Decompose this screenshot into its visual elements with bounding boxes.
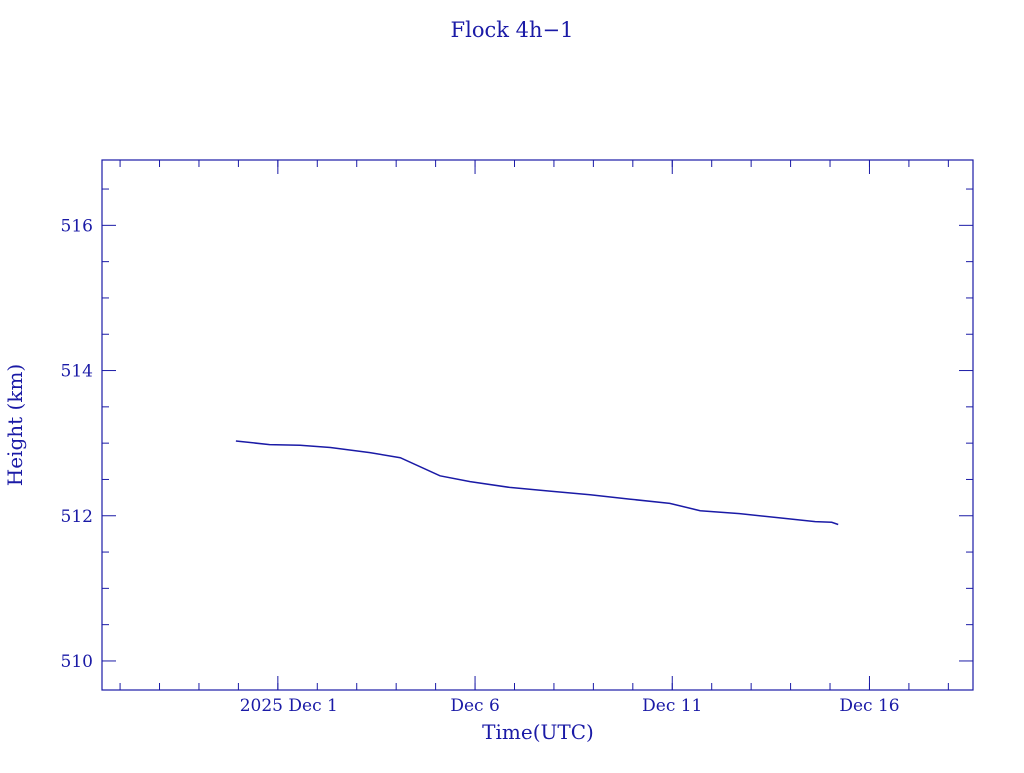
plot-frame [101,159,974,691]
height-series-line [235,440,839,526]
x-tick-label: Dec 11 [642,696,702,716]
x-tick-label: Dec 16 [839,696,899,716]
x-tick-label: 2025 Dec 1 [240,696,338,716]
x-tick-label: Dec 6 [450,696,499,716]
chart-title: Flock 4h−1 [451,18,574,42]
y-axis-label: Height (km) [3,364,27,486]
x-axis-label: Time(UTC) [482,720,594,744]
y-tick-label: 510 [61,652,93,672]
y-tick-label: 514 [61,362,93,382]
y-tick-label: 512 [61,507,93,527]
y-tick-label: 516 [61,216,93,236]
